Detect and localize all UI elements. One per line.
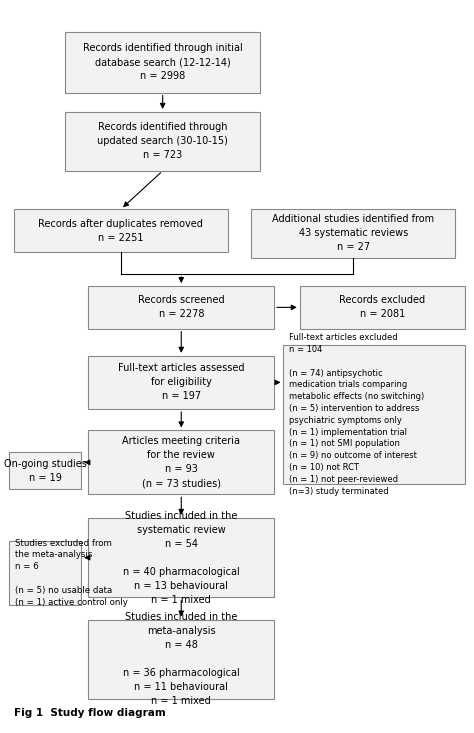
FancyBboxPatch shape [65,112,260,171]
Text: On-going studies
n = 19: On-going studies n = 19 [4,459,87,482]
Text: Additional studies identified from
43 systematic reviews
n = 27: Additional studies identified from 43 sy… [272,215,434,252]
Text: Records identified through initial
database search (12-12-14)
n = 2998: Records identified through initial datab… [83,43,243,81]
Text: Studies included in the
meta-analysis
n = 48

n = 36 pharmacological
n = 11 beha: Studies included in the meta-analysis n … [123,612,240,707]
Text: Records identified through
updated search (30-10-15)
n = 723: Records identified through updated searc… [97,122,228,161]
Text: Fig 1  Study flow diagram: Fig 1 Study flow diagram [14,707,166,718]
Text: Studies excluded from
the meta-analysis
n = 6

(n = 5) no usable data
(n = 1) ac: Studies excluded from the meta-analysis … [15,539,128,607]
FancyBboxPatch shape [300,286,465,328]
Text: Full-text articles assessed
for eligibility
n = 197: Full-text articles assessed for eligibil… [118,364,245,402]
FancyBboxPatch shape [88,517,274,597]
FancyBboxPatch shape [9,541,82,605]
Text: Studies included in the
systematic review
n = 54

n = 40 pharmacological
n = 13 : Studies included in the systematic revie… [123,511,240,605]
FancyBboxPatch shape [251,209,456,258]
FancyBboxPatch shape [9,452,82,490]
Text: Records after duplicates removed
n = 2251: Records after duplicates removed n = 225… [38,218,203,243]
Text: Records screened
n = 2278: Records screened n = 2278 [138,295,225,320]
FancyBboxPatch shape [88,619,274,699]
FancyBboxPatch shape [14,209,228,252]
FancyBboxPatch shape [283,345,465,484]
FancyBboxPatch shape [88,430,274,494]
FancyBboxPatch shape [88,356,274,409]
Text: Records excluded
n = 2081: Records excluded n = 2081 [339,295,425,320]
Text: Full-text articles excluded
n = 104

(n = 74) antipsychotic
medication trials co: Full-text articles excluded n = 104 (n =… [289,334,424,496]
FancyBboxPatch shape [65,32,260,92]
Text: Articles meeting criteria
for the review
n = 93
(n = 73 studies): Articles meeting criteria for the review… [122,436,240,488]
FancyBboxPatch shape [88,286,274,328]
